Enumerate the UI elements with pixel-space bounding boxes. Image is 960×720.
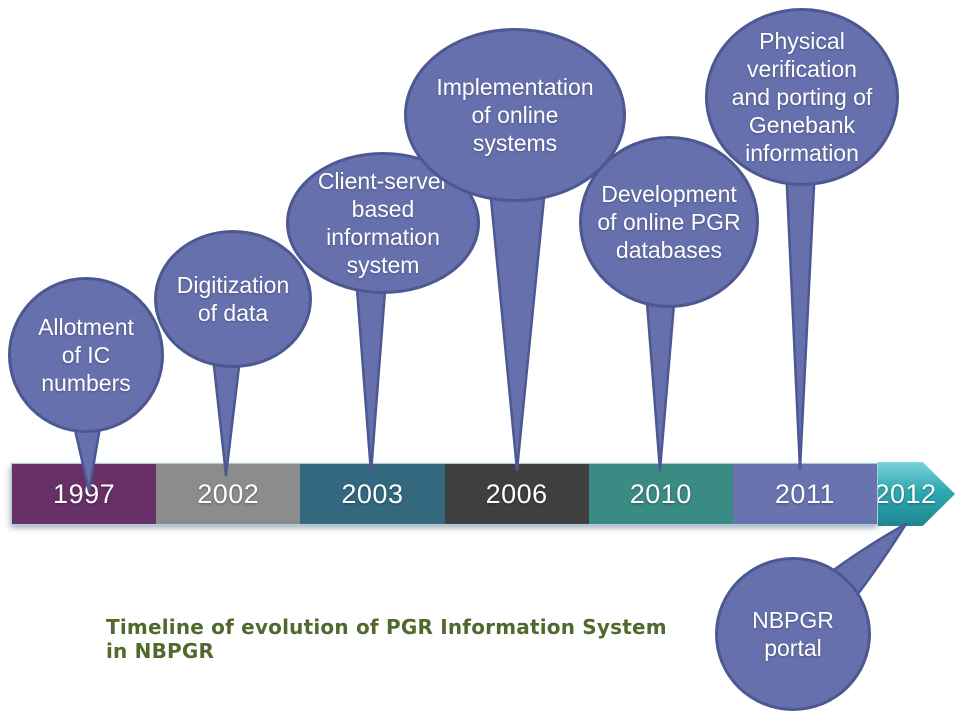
callout-text-line: information [326,224,440,250]
slide-caption: Timeline of evolution of PGR Information… [106,615,667,663]
timeline-segment-1997: 1997 [12,464,157,524]
callout-text-line: Digitization [176,272,290,298]
callout-text-line: systems [472,130,558,156]
callout-text-line: Client-server [317,168,449,194]
tail-2011-pointer [784,164,817,471]
callout-text-line: portal [764,635,822,661]
callout-text-line: based [351,196,415,222]
callout-text-line: of online PGR [597,209,741,235]
year-label-2010: 2010 [629,478,692,509]
callout-digitization-of-data: Digitization of data [154,230,312,368]
year-label-2012: 2012 [874,478,937,509]
year-label-2002: 2002 [197,478,260,509]
timeline-segment-2002: 2002 [156,464,301,524]
callout-implementation-online-systems: Implementation of online systems [404,28,626,202]
year-label-2006: 2006 [485,478,548,509]
timeline-segment-2006: 2006 [444,464,589,524]
tail-2006-pointer [487,176,548,472]
callout-text-line: Physical [759,28,845,54]
callout-text-line: information [745,140,859,166]
tail-2003-pointer [354,274,388,475]
callout-text-line: Development [601,181,737,207]
callout-text-line: Genebank [748,112,856,138]
timeline-segment-2011: 2011 [732,464,878,524]
timeline-arrow-2012: 2012 [878,462,955,526]
year-label-2003: 2003 [341,478,404,509]
callout-physical-verification-genebank: Physical verification and porting of Gen… [705,8,899,186]
callout-text-line: verification [747,56,857,82]
callout-nbpgr-portal: NBPGR portal [715,557,871,711]
callout-text-line: numbers [41,370,131,396]
callout-text-line: Allotment [38,314,134,340]
timeline-segment-2010: 2010 [588,464,733,524]
callout-text-line: Implementation [436,74,594,100]
callout-allotment-ic-numbers: Allotment of IC numbers [8,277,164,433]
callout-online-pgr-databases: Development of online PGR databases [579,136,759,308]
callout-text-line: and porting of [731,84,873,110]
year-label-1997: 1997 [53,478,116,509]
timeline-segment-2003: 2003 [300,464,445,524]
callout-text-line: of online [471,102,559,128]
callout-text-line: of IC [61,342,111,368]
timeline-bar: 1997 2002 2003 2006 2010 2011 [11,463,878,525]
callout-text-line: system [346,252,420,278]
callout-text-line: NBPGR [752,607,834,633]
year-label-2011: 2011 [774,478,835,509]
callout-text-line: of data [197,300,269,326]
callout-text-line: databases [615,237,723,263]
tail-2010-pointer [644,288,677,472]
